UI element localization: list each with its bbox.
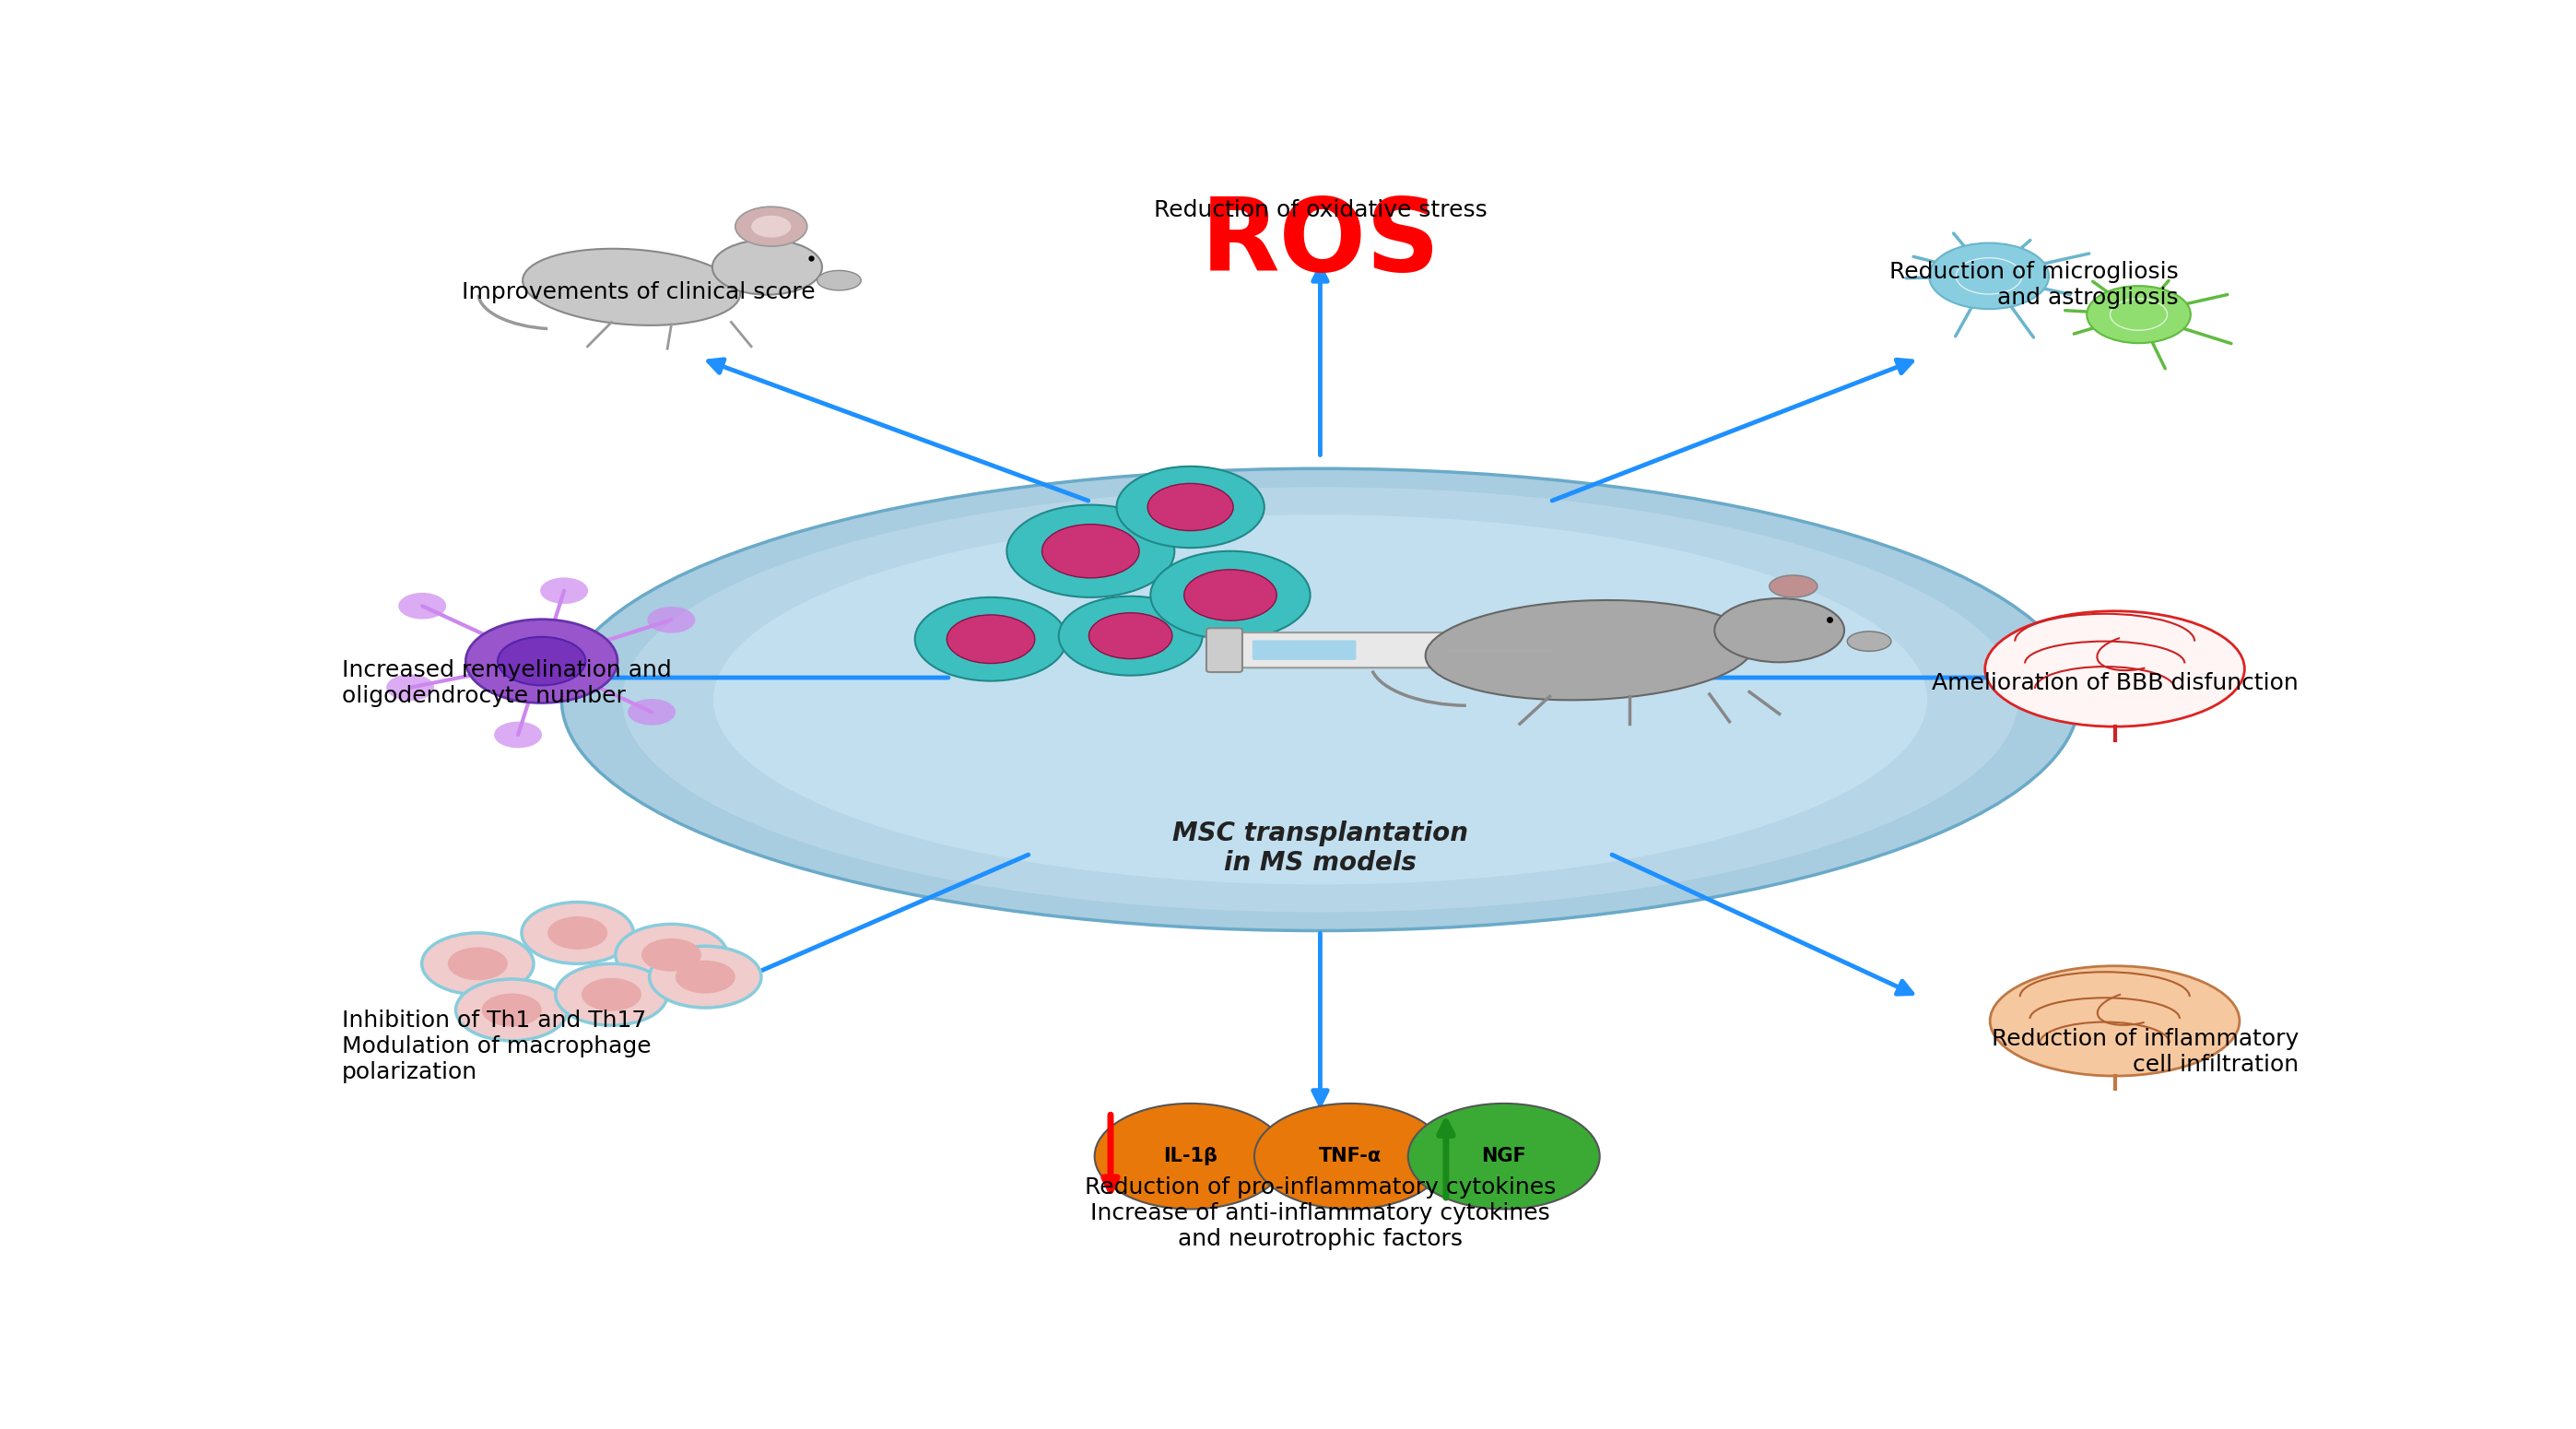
Circle shape: [582, 977, 641, 1012]
FancyBboxPatch shape: [1231, 633, 1458, 667]
Circle shape: [482, 993, 541, 1026]
Circle shape: [1146, 483, 1234, 530]
Circle shape: [1409, 1103, 1600, 1209]
Ellipse shape: [1425, 600, 1754, 700]
FancyBboxPatch shape: [1252, 640, 1355, 660]
Ellipse shape: [562, 469, 2079, 930]
Circle shape: [1929, 243, 2048, 309]
Text: Reduction of oxidative stress: Reduction of oxidative stress: [1154, 199, 1486, 221]
Ellipse shape: [714, 514, 1927, 885]
Circle shape: [1059, 596, 1203, 676]
Text: NGF: NGF: [1481, 1147, 1528, 1166]
Text: MSC transplantation
in MS models: MSC transplantation in MS models: [1172, 820, 1468, 876]
Circle shape: [541, 577, 587, 604]
Circle shape: [497, 637, 585, 686]
Circle shape: [1007, 504, 1175, 597]
Circle shape: [448, 947, 507, 980]
Text: Reduction of inflammatory
cell infiltration: Reduction of inflammatory cell infiltrat…: [1991, 1027, 2298, 1076]
Text: Reduction of pro-inflammatory cytokines
Increase of anti-inflammatory cytokines
: Reduction of pro-inflammatory cytokines …: [1084, 1176, 1556, 1250]
Circle shape: [1151, 552, 1311, 639]
Circle shape: [1185, 570, 1278, 620]
FancyBboxPatch shape: [1206, 629, 1242, 672]
Circle shape: [399, 593, 446, 619]
Circle shape: [734, 207, 806, 246]
Circle shape: [1255, 1103, 1445, 1209]
Text: Amelioration of BBB disfunction: Amelioration of BBB disfunction: [1932, 672, 2298, 694]
Ellipse shape: [1716, 599, 1844, 662]
Circle shape: [948, 614, 1036, 663]
Text: Inhibition of Th1 and Th17
Modulation of macrophage
polarization: Inhibition of Th1 and Th17 Modulation of…: [343, 1009, 652, 1083]
Circle shape: [1115, 466, 1265, 547]
Ellipse shape: [1991, 966, 2239, 1076]
Ellipse shape: [623, 487, 2017, 912]
Circle shape: [1095, 1103, 1285, 1209]
Text: TNF-α: TNF-α: [1319, 1147, 1381, 1166]
Ellipse shape: [523, 249, 739, 326]
Circle shape: [616, 925, 726, 986]
Text: ROS: ROS: [1200, 193, 1440, 292]
Ellipse shape: [817, 270, 860, 290]
Circle shape: [2087, 286, 2190, 343]
Circle shape: [495, 722, 541, 747]
Circle shape: [422, 933, 533, 995]
Text: IL-1β: IL-1β: [1164, 1147, 1218, 1166]
Circle shape: [456, 979, 567, 1040]
Text: Improvements of clinical score: Improvements of clinical score: [461, 282, 817, 303]
Circle shape: [649, 946, 760, 1007]
Circle shape: [386, 674, 435, 700]
Circle shape: [641, 939, 701, 972]
Circle shape: [1041, 524, 1139, 577]
Ellipse shape: [714, 240, 822, 294]
Circle shape: [914, 597, 1066, 682]
Ellipse shape: [1770, 576, 1816, 597]
Circle shape: [466, 619, 618, 703]
Text: Increased remyelination and
oligodendrocyte number: Increased remyelination and oligodendroc…: [343, 659, 672, 707]
Circle shape: [2110, 299, 2166, 330]
Ellipse shape: [1847, 632, 1891, 652]
Circle shape: [629, 699, 675, 726]
Circle shape: [1955, 257, 2022, 294]
Circle shape: [1090, 613, 1172, 659]
Ellipse shape: [1986, 612, 2244, 726]
Circle shape: [520, 902, 634, 963]
Circle shape: [549, 916, 608, 949]
Text: Reduction of microgliosis
and astrogliosis: Reduction of microgliosis and astroglios…: [1888, 262, 2179, 309]
Circle shape: [675, 960, 734, 993]
Circle shape: [556, 963, 667, 1026]
Circle shape: [647, 607, 696, 633]
Circle shape: [752, 216, 791, 237]
